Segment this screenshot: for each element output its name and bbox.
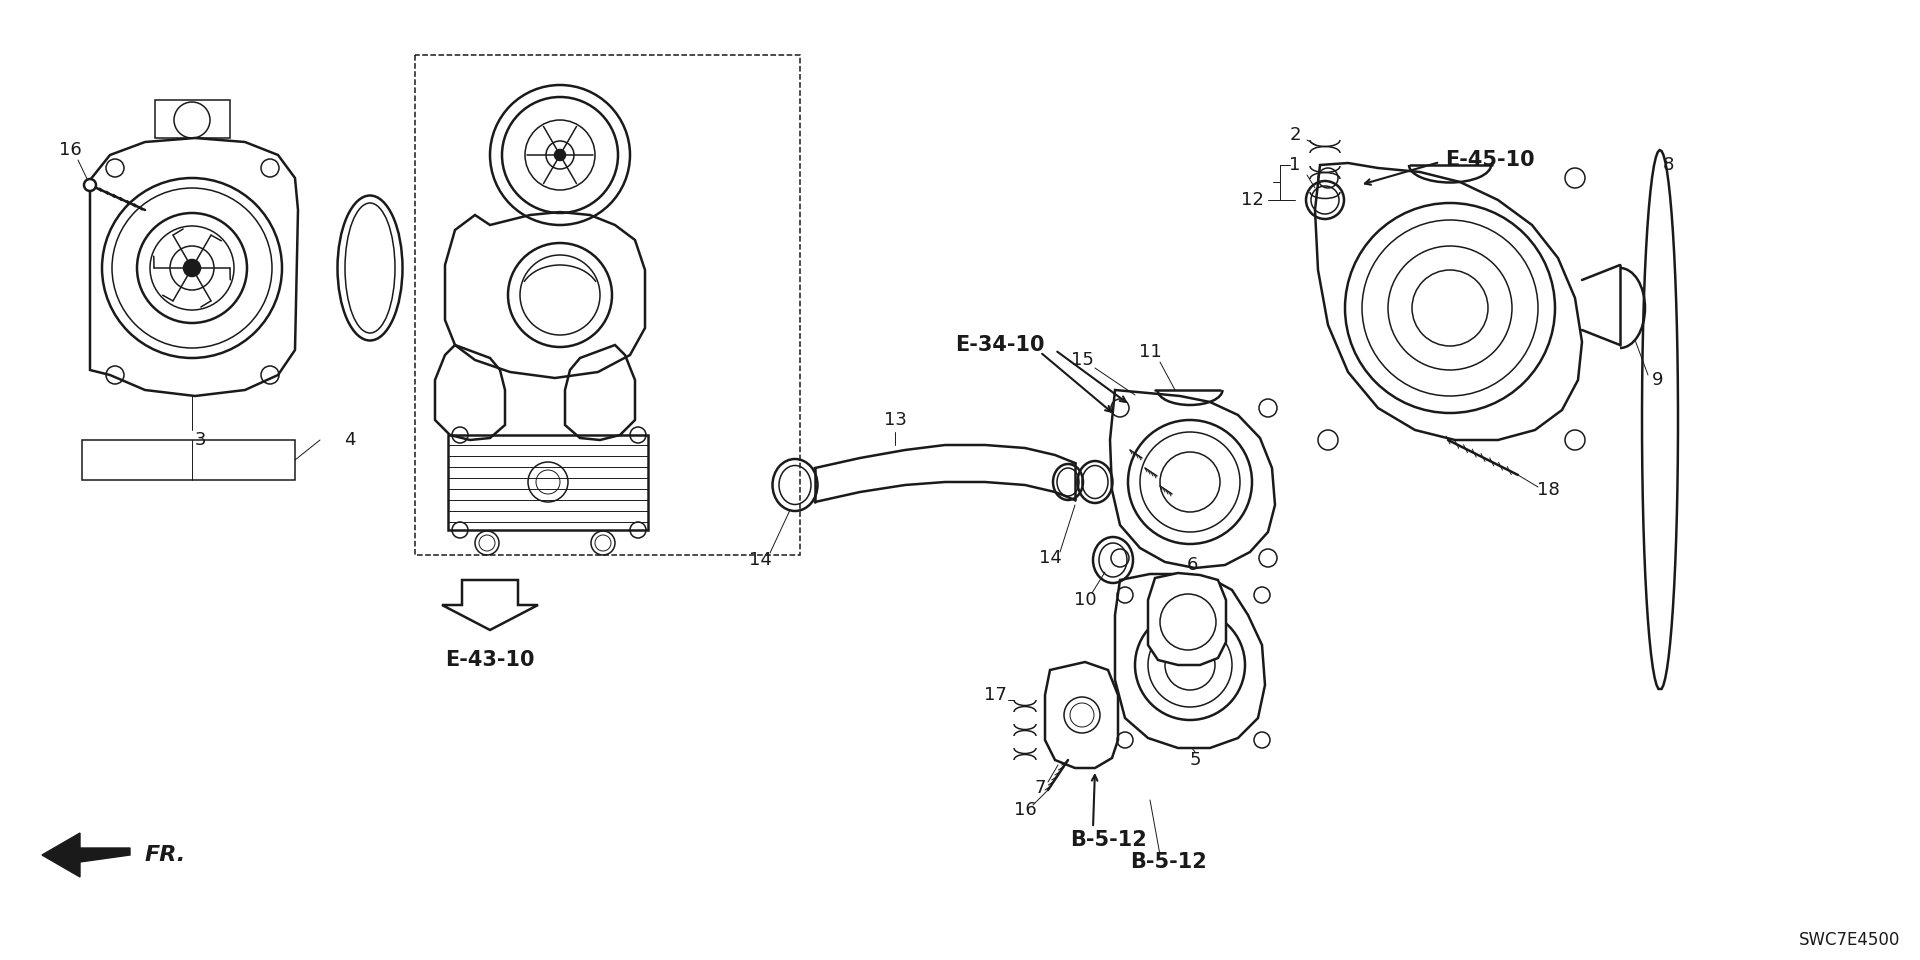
Text: 14: 14 (1039, 549, 1062, 567)
Text: 8: 8 (1663, 156, 1674, 174)
Text: 16: 16 (60, 141, 81, 159)
Text: 5: 5 (1188, 751, 1200, 769)
Text: 6: 6 (1187, 556, 1198, 574)
Text: B-5-12: B-5-12 (1129, 852, 1206, 872)
Text: 3: 3 (194, 431, 205, 449)
Polygon shape (42, 833, 131, 877)
Text: 16: 16 (1014, 801, 1037, 819)
Text: SWC7E4500: SWC7E4500 (1799, 931, 1901, 949)
Circle shape (84, 179, 96, 191)
Text: 2: 2 (1288, 126, 1300, 144)
Circle shape (555, 150, 564, 160)
Text: B-5-12: B-5-12 (1069, 830, 1146, 850)
Text: E-43-10: E-43-10 (445, 650, 536, 670)
Text: 18: 18 (1536, 481, 1559, 499)
Text: E-45-10: E-45-10 (1446, 150, 1534, 170)
Text: 4: 4 (344, 431, 355, 449)
Text: 15: 15 (1071, 351, 1092, 369)
Circle shape (184, 260, 200, 276)
Text: E-34-10: E-34-10 (956, 335, 1044, 355)
Text: 13: 13 (883, 411, 906, 429)
Text: 14: 14 (749, 551, 772, 569)
Text: 9: 9 (1653, 371, 1665, 389)
Text: 1: 1 (1290, 156, 1300, 174)
Text: 10: 10 (1073, 591, 1096, 609)
Text: 7: 7 (1035, 779, 1046, 797)
Text: 11: 11 (1139, 343, 1162, 361)
Polygon shape (442, 580, 538, 630)
Text: 17: 17 (983, 686, 1006, 704)
Polygon shape (1148, 573, 1227, 665)
Text: 12: 12 (1240, 191, 1263, 209)
Text: FR.: FR. (146, 845, 186, 865)
